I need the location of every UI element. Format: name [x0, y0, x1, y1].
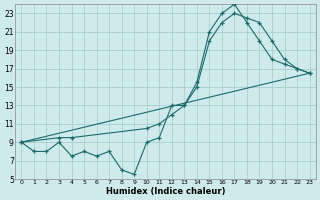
X-axis label: Humidex (Indice chaleur): Humidex (Indice chaleur)	[106, 187, 225, 196]
